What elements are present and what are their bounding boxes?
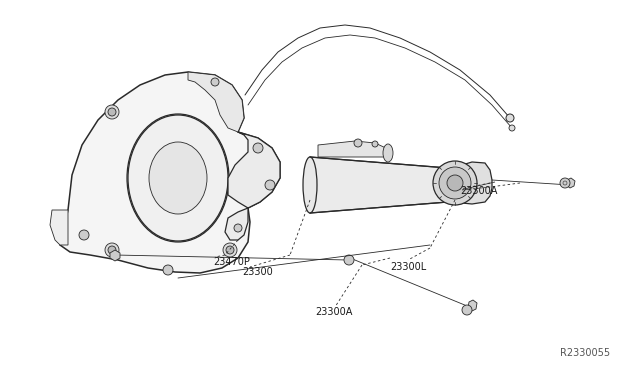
Polygon shape	[50, 210, 68, 245]
Polygon shape	[448, 162, 492, 204]
Polygon shape	[225, 132, 280, 240]
Circle shape	[234, 224, 242, 232]
Circle shape	[79, 230, 89, 240]
Circle shape	[509, 125, 515, 131]
Circle shape	[108, 108, 116, 116]
Polygon shape	[566, 178, 575, 188]
Polygon shape	[110, 250, 120, 261]
Ellipse shape	[383, 144, 393, 162]
Circle shape	[433, 161, 477, 205]
Polygon shape	[310, 157, 448, 213]
Circle shape	[506, 114, 514, 122]
Circle shape	[462, 305, 472, 315]
Ellipse shape	[149, 142, 207, 214]
Text: 23300L: 23300L	[390, 262, 426, 272]
Polygon shape	[468, 300, 477, 311]
Circle shape	[223, 105, 237, 119]
Text: 23300: 23300	[242, 267, 273, 277]
Circle shape	[265, 180, 275, 190]
Text: R2330055: R2330055	[560, 348, 610, 358]
Polygon shape	[318, 141, 388, 157]
Text: 23470P: 23470P	[213, 257, 250, 267]
Circle shape	[223, 243, 237, 257]
Circle shape	[439, 167, 471, 199]
Circle shape	[253, 143, 263, 153]
Circle shape	[354, 139, 362, 147]
Circle shape	[372, 141, 378, 147]
Ellipse shape	[127, 114, 229, 242]
Text: 23300A: 23300A	[460, 186, 497, 196]
Polygon shape	[188, 72, 244, 132]
Text: 23300A: 23300A	[315, 307, 353, 317]
Circle shape	[108, 246, 116, 254]
Circle shape	[226, 108, 234, 116]
Circle shape	[163, 265, 173, 275]
Ellipse shape	[303, 157, 317, 213]
Circle shape	[105, 243, 119, 257]
Circle shape	[211, 78, 219, 86]
Polygon shape	[60, 72, 280, 273]
Circle shape	[560, 178, 570, 188]
Circle shape	[344, 255, 354, 265]
Ellipse shape	[128, 115, 228, 241]
Circle shape	[105, 105, 119, 119]
Circle shape	[226, 246, 234, 254]
Circle shape	[447, 175, 463, 191]
